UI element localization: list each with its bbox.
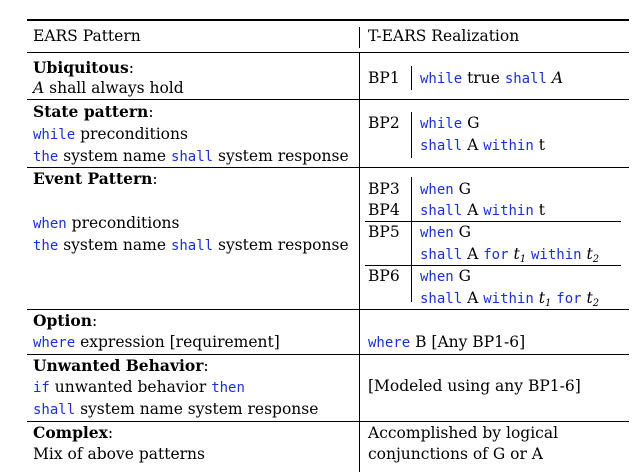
bp-sub-rule <box>365 221 621 222</box>
row-divider <box>27 354 629 355</box>
header-ears-pattern: EARS Pattern <box>33 27 141 45</box>
complex-realization-line-1: Accomplished by logical <box>368 424 559 442</box>
bp1-label: BP1 <box>368 69 400 87</box>
ubiquitous-description: A shall always hold <box>33 79 184 97</box>
event-line-1: when preconditions <box>33 214 180 232</box>
complex-line-1: Mix of above patterns <box>33 445 205 463</box>
bp6-label: BP6 <box>368 267 400 285</box>
bp3-label: BP3 <box>368 180 400 198</box>
bp3-realization: when G <box>420 180 472 198</box>
complex-title: Complex: <box>33 423 114 442</box>
bp-separator <box>411 66 412 90</box>
bp-sub-rule <box>365 265 621 266</box>
row-divider <box>27 421 629 422</box>
bp6-line-2: shall A within t1 for t2 <box>420 289 600 309</box>
bp5-line-2: shall A for t1 within t2 <box>420 245 600 265</box>
event-line-2: the system name shall system response <box>33 236 349 254</box>
column-separator <box>359 27 360 48</box>
ubiquitous-title: Ubiquitous: <box>33 58 134 77</box>
row-divider <box>27 309 629 310</box>
bp-separator <box>411 112 412 158</box>
bp5-label: BP5 <box>368 223 400 241</box>
event-title: Event Pattern: <box>33 169 158 188</box>
bp2-label: BP2 <box>368 114 400 132</box>
header-tears-realization: T-EARS Realization <box>368 27 520 45</box>
row-divider <box>27 99 629 100</box>
bp4-realization: shall A within t <box>420 201 545 219</box>
unwanted-line-2: shall system name system response <box>33 400 319 418</box>
complex-realization-line-2: conjunctions of G or A <box>368 445 543 463</box>
bp1-realization: while true shall A <box>420 69 564 87</box>
option-line-1: where expression [requirement] <box>33 333 280 351</box>
bp2-line-2: shall A within t <box>420 136 545 154</box>
table-top-rule <box>27 19 629 21</box>
state-title: State pattern: <box>33 102 154 121</box>
state-line-2: the system name shall system response <box>33 147 349 165</box>
unwanted-title: Unwanted Behavior: <box>33 356 209 375</box>
state-line-1: while preconditions <box>33 125 188 143</box>
option-realization: where B [Any BP1-6] <box>368 333 526 351</box>
row-divider <box>27 167 629 168</box>
bp-separator <box>411 177 412 302</box>
header-bottom-rule <box>27 52 629 53</box>
bp2-line-1: while G <box>420 114 480 132</box>
unwanted-line-1: if unwanted behavior then <box>33 378 245 396</box>
bp6-line-1: when G <box>420 267 472 285</box>
bp5-line-1: when G <box>420 223 472 241</box>
option-title: Option: <box>33 311 98 330</box>
column-separator <box>359 52 360 472</box>
bp4-label: BP4 <box>368 201 400 219</box>
unwanted-realization: [Modeled using any BP1-6] <box>368 377 581 395</box>
